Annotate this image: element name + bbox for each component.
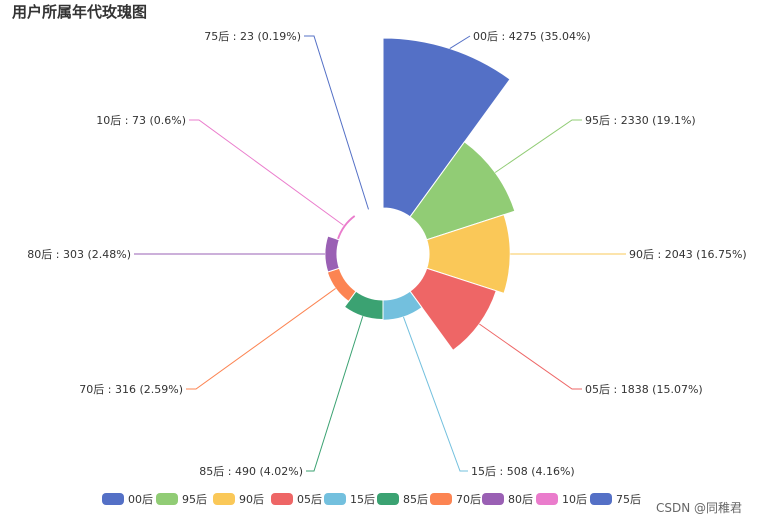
slice-label-10hou: 10后 : 73 (0.6%) — [96, 114, 186, 127]
slice-70hou[interactable] — [326, 267, 357, 303]
leader-line-70hou — [186, 288, 336, 390]
leader-line-85hou — [306, 316, 364, 472]
slice-label-00hou: 00后 : 4275 (35.04%) — [473, 30, 591, 43]
slice-label-85hou: 85后 : 490 (4.02%) — [199, 465, 303, 478]
watermark: CSDN @同稚君 — [655, 501, 742, 515]
legend-item-10hou[interactable]: 10后 — [536, 493, 587, 506]
legend-swatch-00hou — [102, 493, 124, 505]
legend-item-05hou[interactable]: 05后 — [271, 493, 322, 506]
leader-line-75hou — [304, 35, 369, 210]
legend-swatch-70hou — [430, 493, 452, 505]
legend-label-15hou: 15后 — [350, 493, 375, 506]
leader-line-05hou — [479, 323, 582, 390]
slice-05hou[interactable] — [409, 267, 497, 352]
leader-line-00hou — [449, 35, 471, 49]
legend-label-80hou: 80后 — [508, 493, 533, 506]
legend-swatch-95hou — [156, 493, 178, 505]
legend-label-10hou: 10后 — [562, 493, 587, 506]
rose-slices — [324, 37, 516, 352]
legend-label-05hou: 05后 — [297, 493, 322, 506]
legend-label-85hou: 85后 — [403, 493, 428, 506]
legend-label-00hou: 00后 — [128, 493, 153, 506]
slice-95hou[interactable] — [409, 141, 516, 241]
legend-item-00hou[interactable]: 00后 — [102, 493, 153, 506]
label-leader-lines — [134, 35, 626, 472]
slice-label-90hou: 90后 : 2043 (16.75%) — [629, 248, 747, 261]
leader-line-15hou — [402, 316, 468, 472]
legend-item-70hou[interactable]: 70后 — [430, 493, 481, 506]
legend-item-95hou[interactable]: 95后 — [156, 493, 207, 506]
slice-90hou[interactable] — [426, 214, 511, 294]
legend: 00后 95后 90后 05后 15后 85后 70后 80后 10后 75后 — [102, 493, 641, 506]
slice-label-05hou: 05后 : 1838 (15.07%) — [585, 383, 703, 396]
slice-labels: 00后 : 4275 (35.04%) 95后 : 2330 (19.1%) 90后… — [27, 30, 746, 478]
slice-80hou[interactable] — [324, 235, 340, 273]
legend-swatch-15hou — [324, 493, 346, 505]
legend-swatch-80hou — [482, 493, 504, 505]
legend-item-80hou[interactable]: 80后 — [482, 493, 533, 506]
leader-line-95hou — [494, 119, 582, 173]
legend-item-75hou[interactable]: 75后 — [590, 493, 641, 506]
slice-label-75hou: 75后 : 23 (0.19%) — [204, 30, 301, 43]
slice-label-15hou: 15后 : 508 (4.16%) — [471, 465, 575, 478]
slice-label-95hou: 95后 : 2330 (19.1%) — [585, 114, 696, 127]
legend-label-75hou: 75后 — [616, 493, 641, 506]
legend-swatch-75hou — [590, 493, 612, 505]
legend-item-85hou[interactable]: 85后 — [377, 493, 428, 506]
leader-line-10hou — [189, 119, 344, 226]
legend-item-15hou[interactable]: 15后 — [324, 493, 375, 506]
legend-swatch-05hou — [271, 493, 293, 505]
legend-swatch-90hou — [213, 493, 235, 505]
slice-75hou[interactable] — [354, 206, 384, 218]
slice-label-70hou: 70后 : 316 (2.59%) — [79, 383, 183, 396]
legend-label-90hou: 90后 — [239, 493, 264, 506]
slice-10hou[interactable] — [335, 213, 357, 241]
legend-label-95hou: 95后 — [182, 493, 207, 506]
legend-swatch-10hou — [536, 493, 558, 505]
slice-label-80hou: 80后 : 303 (2.48%) — [27, 248, 131, 261]
slice-00hou[interactable] — [382, 37, 511, 218]
chart-title: 用户所属年代玫瑰图 — [12, 3, 148, 21]
legend-swatch-85hou — [377, 493, 399, 505]
legend-label-70hou: 70后 — [456, 493, 481, 506]
legend-item-90hou[interactable]: 90后 — [213, 493, 264, 506]
